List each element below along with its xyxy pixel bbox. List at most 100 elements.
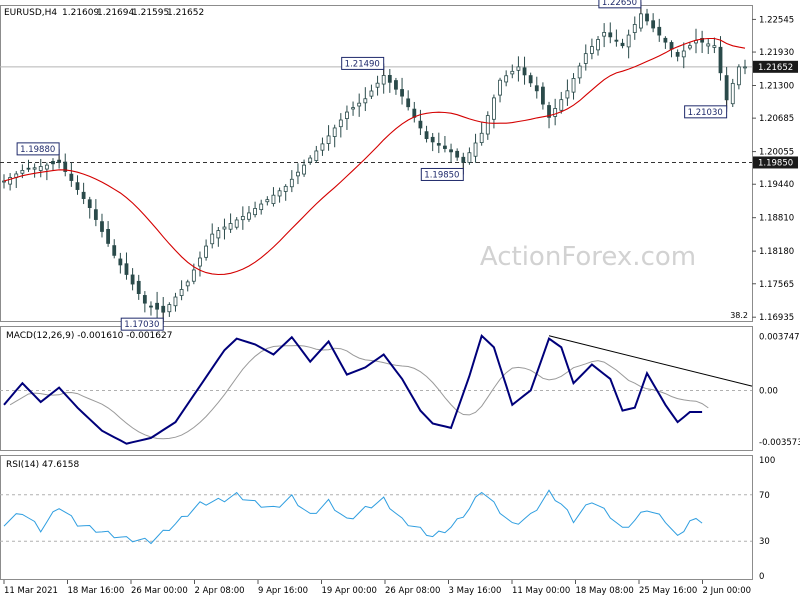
price-tick-label: 1.22545 <box>759 15 794 25</box>
macd-axis: 0.003747 0.00 -0.003573 <box>759 333 800 448</box>
close-value: 1.21652 <box>167 8 204 18</box>
price-panel <box>0 5 753 322</box>
annotation-box <box>120 317 164 331</box>
annotation-box <box>341 56 385 70</box>
candle-body <box>381 75 386 85</box>
candle-body <box>271 194 276 205</box>
candle-body <box>590 46 594 54</box>
candle-body <box>81 191 86 199</box>
candle-body <box>675 52 680 57</box>
low-value: 1.21595 <box>132 8 169 18</box>
price-annotations: 1.19880 1.17030 1.21490 1.19850 1.22650 1.210… <box>16 0 728 331</box>
candle-body <box>204 245 208 258</box>
candle-body <box>461 156 466 163</box>
candle-body <box>265 199 270 203</box>
macd-title: MACD(12,26,9) -0.001610 -0.001627 <box>6 331 172 341</box>
macd-signal-line <box>9 344 709 440</box>
candle-body <box>712 45 717 48</box>
candle-body <box>118 258 123 266</box>
macd-tick-label: 0.003747 <box>759 333 800 343</box>
support-price-tag: 1.19850 <box>753 156 798 169</box>
annotation-box <box>598 0 642 9</box>
candle-body <box>314 150 319 161</box>
candle-body <box>498 79 502 96</box>
current-price-tag: 1.21652 <box>753 60 798 73</box>
candle-body <box>253 208 257 216</box>
candle-body <box>283 185 288 192</box>
candle-body <box>492 97 496 120</box>
candle-body <box>247 212 251 220</box>
candle-body <box>418 120 423 129</box>
candle-body <box>345 111 349 119</box>
candle-body <box>75 182 80 190</box>
candle-body <box>296 171 300 177</box>
candle-body <box>155 302 159 310</box>
candle-body <box>363 98 368 104</box>
candle-body <box>632 24 637 33</box>
rsi-tick-label: 70 <box>759 491 770 501</box>
candle-body <box>571 78 576 93</box>
candle-body <box>638 13 643 29</box>
candle-body <box>687 45 692 49</box>
candle-body <box>504 75 509 83</box>
candle-body <box>338 119 343 128</box>
price-tick-label: 1.19440 <box>759 180 794 190</box>
price-tick-label: 1.17565 <box>759 280 794 290</box>
current-price-label: 1.21652 <box>758 63 793 73</box>
candle-body <box>369 90 374 97</box>
candle-body <box>559 99 564 111</box>
annotation-label: 1.17030 <box>124 320 159 330</box>
candle-body <box>736 66 741 86</box>
candle-body <box>669 42 674 50</box>
candle-body <box>320 143 325 151</box>
candle-body <box>185 281 190 287</box>
candle-body <box>449 149 453 153</box>
candle-body <box>534 85 539 92</box>
candle-body <box>100 221 104 232</box>
candle-body <box>149 305 153 308</box>
candle-body <box>198 257 202 267</box>
macd-tick-label: 0.00 <box>759 386 778 396</box>
annotation-label: 1.21490 <box>345 59 380 69</box>
candle-body <box>510 70 515 75</box>
symbol-label: EURUSD,H4 <box>4 8 57 18</box>
candle-body <box>240 216 245 221</box>
candle-body <box>136 280 141 294</box>
time-tick-label: 18 Mar 16:00 <box>68 586 125 596</box>
rsi-axis: 100 70 30 0 <box>0 456 775 582</box>
annotation-label: 1.21030 <box>688 108 723 118</box>
candle-body <box>657 26 662 36</box>
candle-body <box>93 209 98 220</box>
annotation-label: 1.22650 <box>602 0 637 8</box>
candle-body <box>357 102 362 107</box>
price-tick-label: 1.18810 <box>759 214 794 224</box>
moving-average-line <box>3 37 746 276</box>
price-tick-label: 1.20685 <box>759 114 794 124</box>
candle-body <box>332 127 337 137</box>
candle-body <box>259 203 264 211</box>
candle-body <box>565 90 570 99</box>
candle-body <box>724 75 729 101</box>
rsi-title: RSI(14) 47.6158 <box>6 460 79 470</box>
candle-body <box>216 230 221 239</box>
rsi-tick-label: 30 <box>759 537 770 547</box>
price-tick-label: 1.18180 <box>759 247 794 257</box>
time-tick-label: 3 May 16:00 <box>449 586 502 596</box>
candle-body <box>681 50 686 58</box>
candle-body <box>112 245 117 256</box>
candle-body <box>663 37 668 43</box>
candle-body <box>602 32 607 37</box>
candle-body <box>44 164 49 170</box>
candle-body <box>142 295 147 304</box>
candle-body <box>577 65 582 79</box>
candle-body <box>161 305 166 313</box>
candle-body <box>467 152 472 163</box>
candle-body <box>106 229 111 244</box>
candle-body <box>651 20 656 29</box>
price-tick-label: 1.21300 <box>759 82 794 92</box>
price-header: EURUSD,H4 1.21609 1.21694 1.21595 1.2165… <box>4 8 204 18</box>
time-axis: 11 Mar 2021 18 Mar 16:00 26 Mar 00:00 2 Apr… <box>3 580 751 596</box>
candle-body <box>406 98 411 108</box>
time-tick-label: 19 Apr 00:00 <box>322 586 377 596</box>
